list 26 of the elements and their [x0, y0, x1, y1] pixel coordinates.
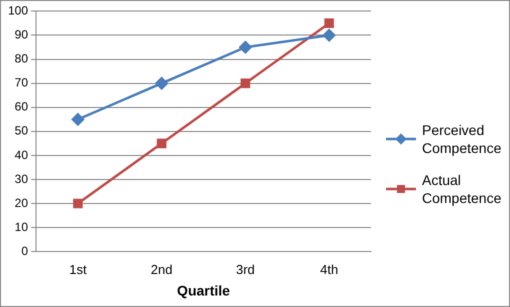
- x-tick-label: 1st: [69, 262, 87, 277]
- point: [72, 113, 84, 126]
- point: [322, 28, 336, 42]
- y-tick-label: 0: [21, 244, 28, 258]
- y-tick-label: 100: [8, 4, 28, 18]
- x-tick-label: 4th: [320, 262, 338, 277]
- point: [240, 78, 250, 88]
- y-tick-label: 70: [14, 76, 28, 90]
- y-tick-label: 20: [14, 196, 28, 210]
- point: [156, 138, 166, 148]
- point: [239, 41, 252, 54]
- point: [73, 198, 83, 208]
- x-tick-label: 2nd: [150, 262, 172, 277]
- x-tick-label: 3rd: [236, 262, 255, 277]
- y-tick-label: 40: [14, 148, 28, 162]
- legend-label: Perceived Competence: [422, 121, 502, 157]
- x-axis-title: Quartile: [177, 282, 230, 298]
- y-tick-label: 50: [14, 124, 28, 138]
- y-tick-label: 90: [14, 28, 28, 42]
- y-tick-label: 60: [14, 100, 28, 114]
- y-tick-label: 80: [14, 52, 28, 66]
- legend-label: Actual Competence: [422, 171, 502, 207]
- point: [324, 18, 334, 28]
- y-tick-label: 30: [14, 172, 28, 186]
- point: [155, 77, 168, 90]
- y-tick-label: 10: [14, 220, 28, 234]
